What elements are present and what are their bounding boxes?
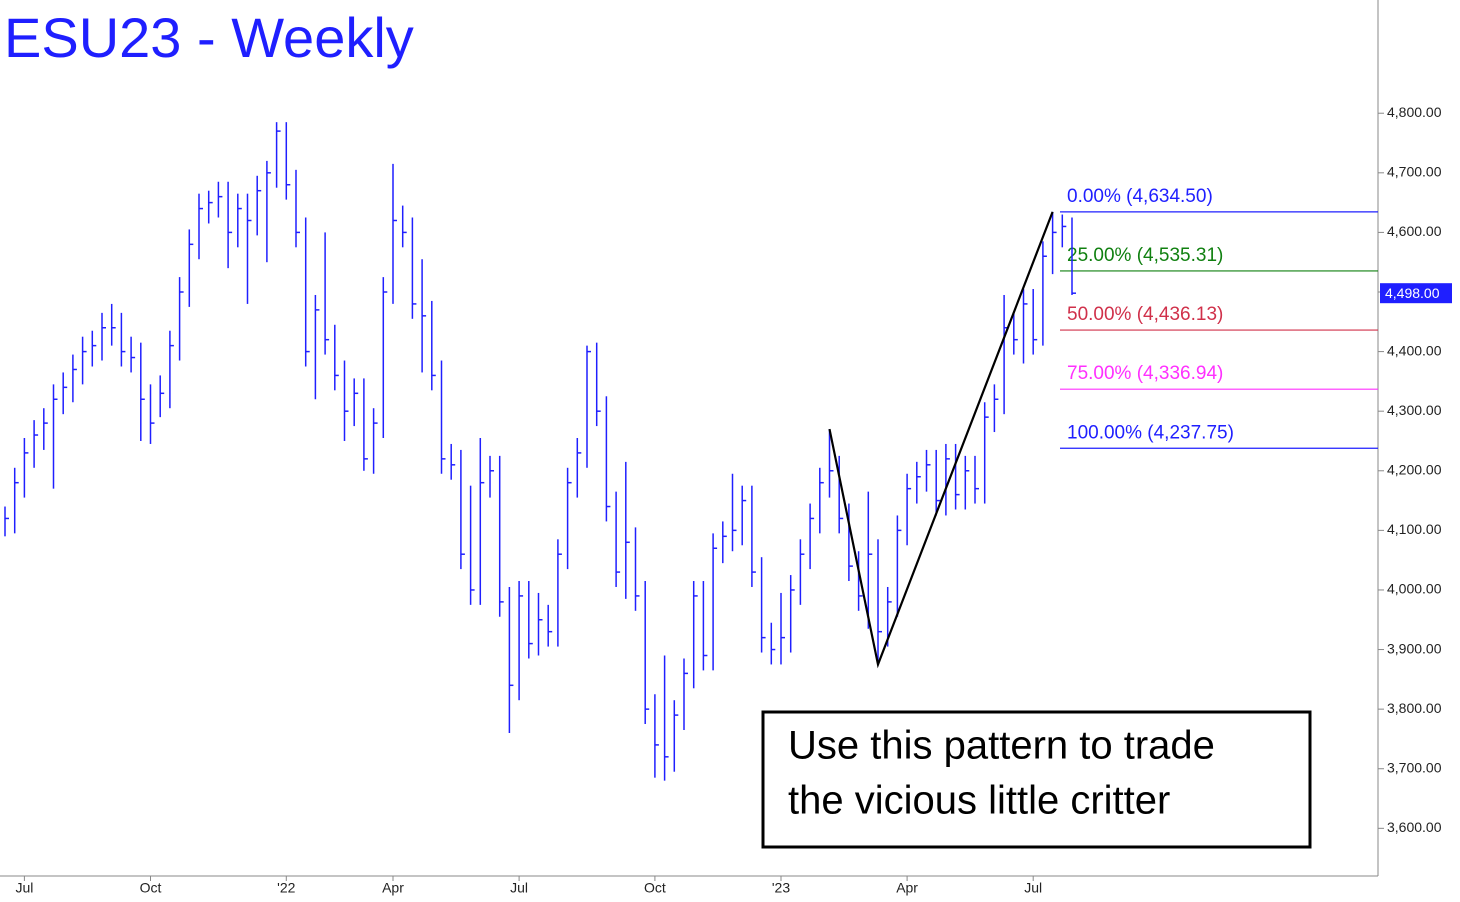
y-tick-label: 3,700.00: [1387, 759, 1442, 775]
fib-label: 100.00% (4,237.75): [1067, 422, 1234, 443]
y-tick-label: 3,600.00: [1387, 819, 1442, 835]
y-tick-label: 4,100.00: [1387, 521, 1442, 537]
y-tick-label: 4,400.00: [1387, 342, 1442, 358]
x-tick-label: Oct: [140, 880, 162, 896]
y-tick-label: 4,600.00: [1387, 223, 1442, 239]
annotation-box: [761, 710, 1312, 849]
pattern-line: [828, 211, 1054, 669]
x-tick-label: Oct: [644, 880, 666, 896]
y-tick-label: 4,000.00: [1387, 581, 1442, 597]
x-tick-label: Apr: [896, 880, 918, 896]
annotation-text: Use this pattern to trade: [788, 724, 1215, 768]
chart-title: ESU23 - Weekly: [4, 6, 414, 69]
annotation-text: the vicious little critter: [788, 779, 1170, 823]
y-tick-label: 4,800.00: [1387, 104, 1442, 120]
y-tick-label: 3,900.00: [1387, 640, 1442, 656]
y-tick-label: 4,300.00: [1387, 402, 1442, 418]
x-tick-label: '23: [772, 880, 790, 896]
x-tick-label: Apr: [382, 880, 404, 896]
y-tick-label: 4,200.00: [1387, 461, 1442, 477]
y-tick-label: 4,700.00: [1387, 164, 1442, 180]
last-price-box: [1380, 283, 1452, 304]
y-tick-label: 3,800.00: [1387, 700, 1442, 716]
x-tick-label: Jul: [15, 880, 33, 896]
fib-label: 25.00% (4,535.31): [1067, 245, 1223, 266]
x-tick-label: Jul: [1024, 880, 1042, 896]
fib-label: 75.00% (4,336.94): [1067, 363, 1223, 384]
fib-label: 50.00% (4,436.13): [1067, 304, 1223, 325]
fib-label: 0.00% (4,634.50): [1067, 186, 1213, 207]
last-price-label: 4,498.00: [1385, 285, 1440, 301]
x-tick-label: '22: [277, 880, 295, 896]
x-tick-label: Jul: [510, 880, 528, 896]
